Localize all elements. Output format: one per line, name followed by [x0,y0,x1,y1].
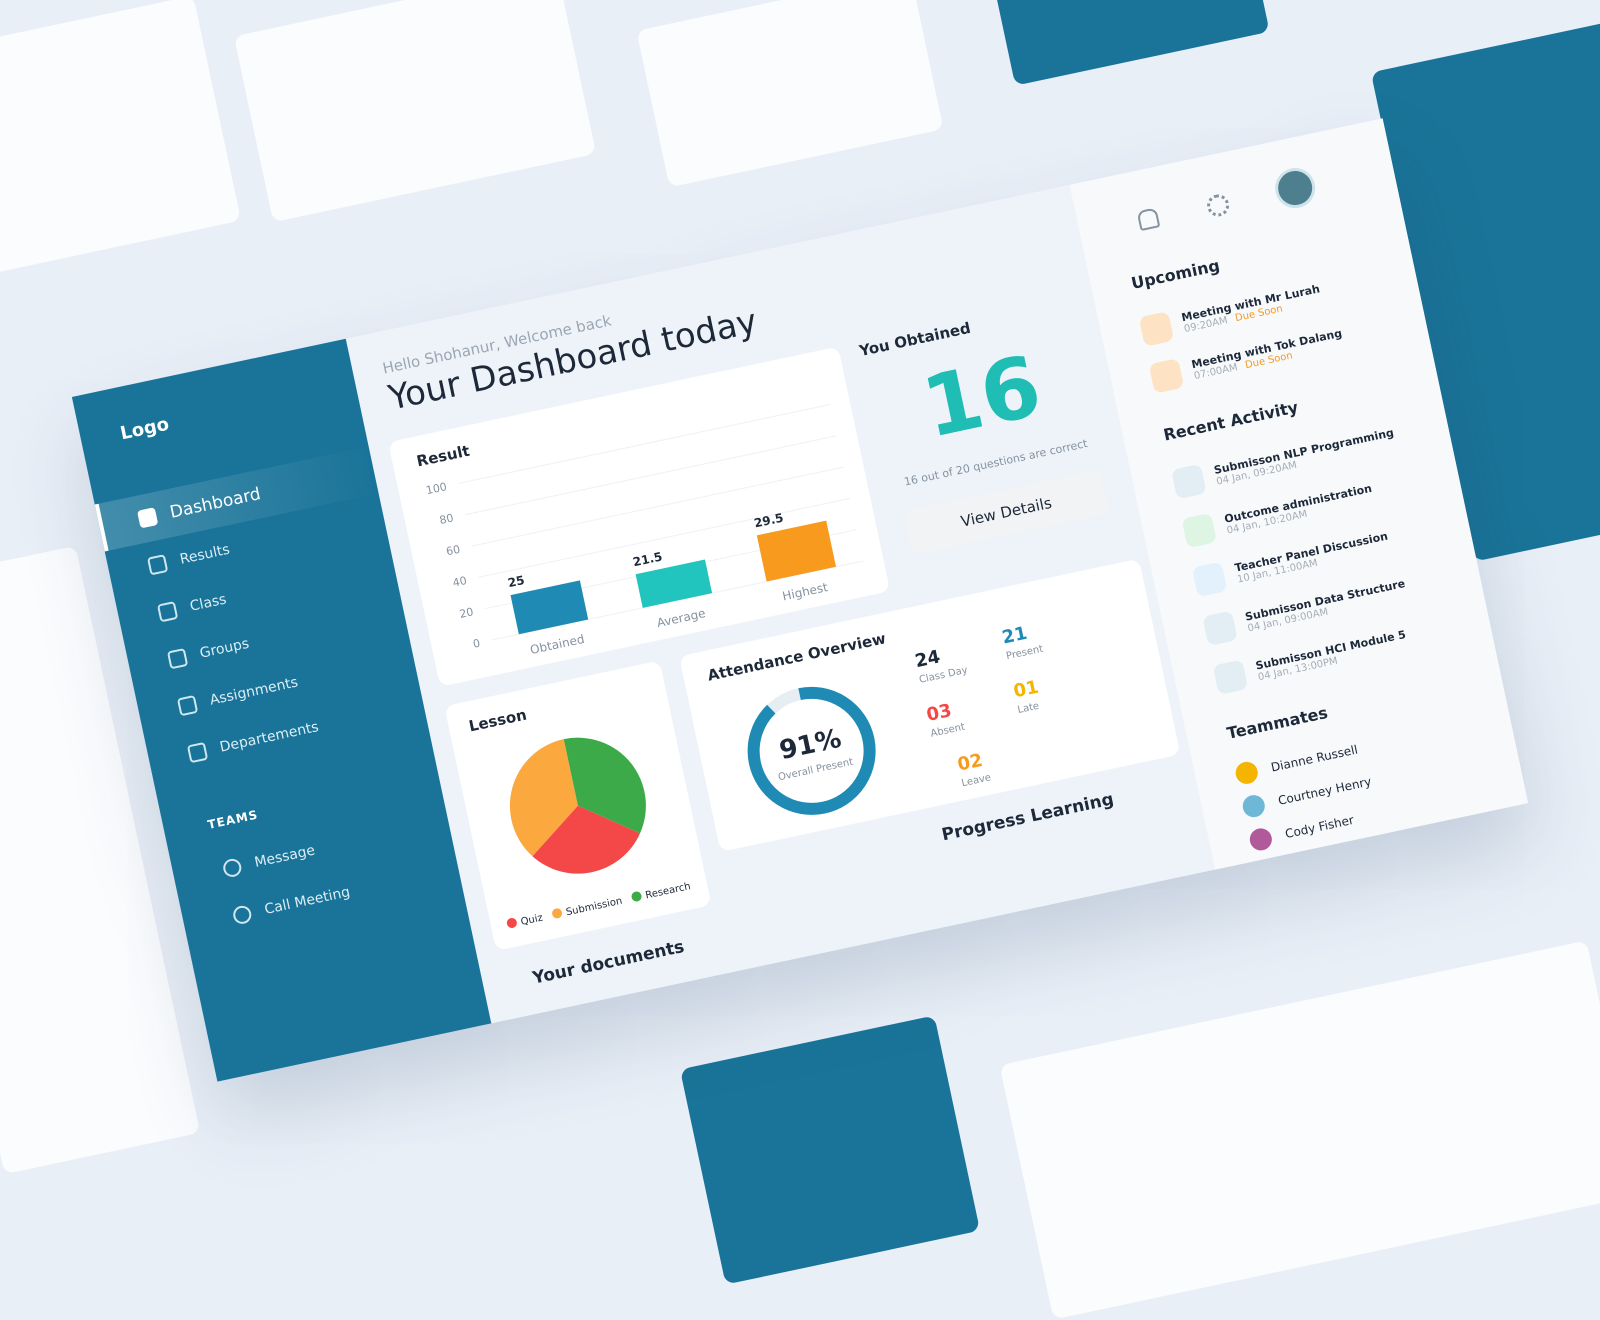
y-tick-label: 20 [458,605,474,621]
icon [1148,358,1185,394]
activity-list: Submisson NLP Programming 04 Jan, 09:20AM… [1169,406,1475,705]
card-title: Lesson [467,706,528,736]
nav-label: Call Meeting [263,884,352,918]
attendance-card: Attendance Overview 91% Overall Present 24… [679,558,1181,853]
bar [510,580,589,635]
nav-label: Results [178,541,232,568]
nav-label: Message [253,842,317,871]
dashboard: Logo Dashboard Results Class Groups Assignme… [71,118,1529,1082]
panel-title: Teammates [1225,702,1330,743]
obtained-card: You Obtained 16 16 out of 20 questions a… [848,295,1135,589]
bg-card [233,0,597,223]
section-label: TEAMS [206,807,260,832]
card-title: Result [415,442,471,471]
bg-card [636,0,944,188]
nav-label: Dashboard [168,484,263,523]
card-title: Attendance Overview [706,629,888,684]
nav-icon [166,648,189,670]
nav-icon [136,507,159,529]
nav-label: Class [188,591,228,615]
teammate-avatar [1240,793,1267,820]
nav-icon [146,554,169,576]
settings-icon[interactable] [1205,192,1232,219]
bar [756,520,837,582]
icon [1191,561,1228,598]
bar [635,559,713,608]
y-tick-label: 80 [438,511,454,527]
legend-label: Quiz [520,913,544,928]
result-card: Result 0 20 40 60 80 100 25 Obtained 21.5 Average… [388,346,891,687]
stat-label: Late [1017,701,1041,716]
lesson-card: Lesson Quiz Submission Research [444,660,712,951]
grid-line [464,435,837,516]
stat-value: 21 [1000,623,1029,649]
x-tick-label: Average [656,606,707,630]
nav: Dashboard Results Class Groups Assignments De… [94,446,429,786]
section-title: Your documents [530,936,687,989]
teammate-avatar [1233,759,1260,786]
teammate-name: Cody Fisher [1283,812,1356,842]
y-tick-label: 100 [425,480,448,497]
nav-label: Departements [218,719,321,756]
icon [1138,311,1175,347]
nav-icon [156,601,179,623]
view-details-button[interactable]: View Details [903,469,1109,555]
stat-value: 01 [1012,677,1041,703]
stat-value: 02 [956,750,985,776]
y-tick-label: 60 [445,543,461,559]
stat-label: Leave [961,772,992,789]
icon [1181,512,1218,549]
value-label: 25 [507,573,526,590]
pie-slice [563,737,646,834]
pie-chart: Lesson Quiz Submission Research [467,706,692,928]
grid-line [458,403,831,484]
nav-icon [221,857,243,879]
y-tick-label: 0 [472,637,482,651]
avatar[interactable] [1271,164,1319,212]
bell-icon[interactable] [1136,207,1161,232]
icon [1202,610,1238,647]
bg-card [679,1015,981,1285]
teammate-avatar [1247,826,1274,853]
stat-value: 03 [925,700,954,726]
legend-dot [631,891,642,902]
pie-slice [532,805,641,874]
panel-title: Upcoming [1129,255,1222,293]
legend-label: Submission [565,896,623,919]
nav-label: Groups [198,635,251,662]
legend-label: Research [645,881,692,901]
x-tick-label: Obtained [529,632,586,657]
grid-line [478,497,851,578]
pie-slice [509,739,578,857]
x-tick-label: Highest [781,580,829,603]
bg-card [999,940,1600,1320]
grid-line [471,466,844,547]
legend-dot [552,908,563,919]
nav-icon [176,694,199,717]
bg-card [0,0,242,275]
legend-dot [506,917,517,928]
value-label: 29.5 [753,511,785,531]
attendance: Attendance Overview 91%Overall Present24… [706,623,1044,815]
icon [1212,659,1249,695]
ring-progress [747,686,876,815]
y-tick-label: 40 [452,574,468,590]
nav-icon [186,741,209,764]
value-label: 21.5 [632,549,664,569]
bar-chart: Result 0 20 40 60 80 100 25 Obtained 21.5 Average… [415,403,864,657]
bg-card [990,0,1270,86]
nav-icon [231,904,253,926]
icon [1171,463,1207,500]
nav-label: Assignments [208,674,300,709]
logo: Logo [118,413,171,445]
stat-value: 24 [913,646,942,672]
